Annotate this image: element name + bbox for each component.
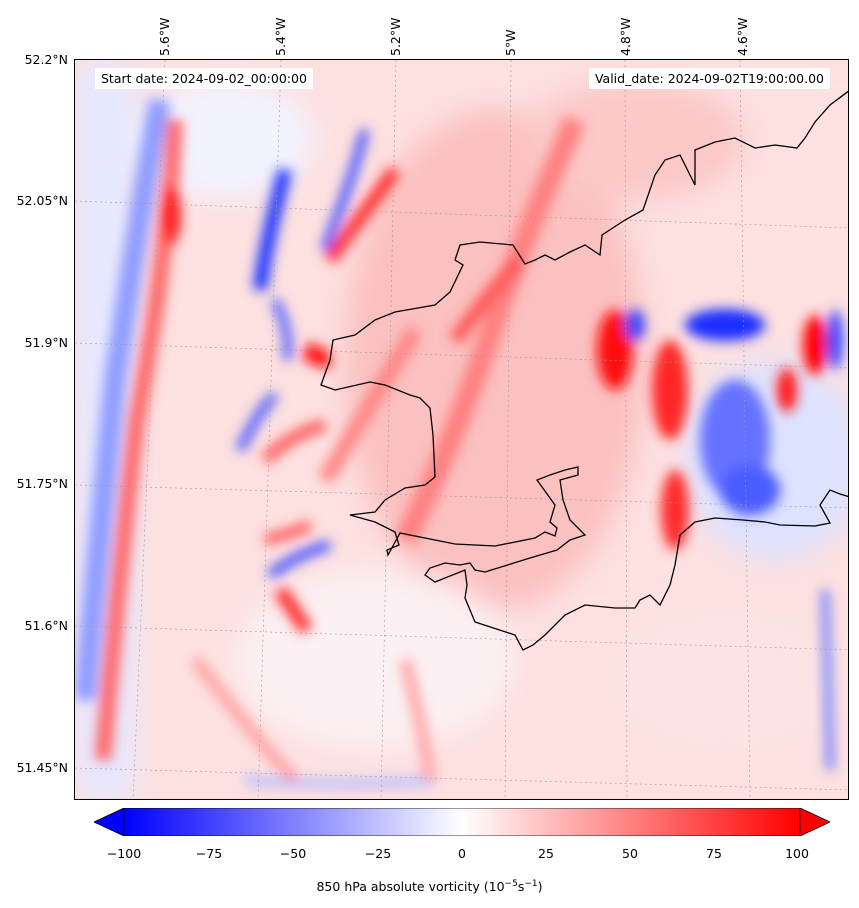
lon-label-5.2W: 5.2°W <box>388 17 403 57</box>
colorbar-min-extend <box>94 808 125 836</box>
lon-label-4.6W: 4.6°W <box>735 17 750 57</box>
vorticity-bands <box>75 97 843 789</box>
colorbar-tick: 0 <box>458 846 466 861</box>
colorbar <box>94 808 830 836</box>
lon-label-5.4W: 5.4°W <box>273 17 288 57</box>
coastline <box>320 90 848 651</box>
lon-label-5.6W: 5.6°W <box>157 17 172 57</box>
colorbar-tick: −75 <box>195 846 223 861</box>
colorbar-max-extend <box>799 808 830 836</box>
graticule <box>75 60 848 799</box>
colorbar-tick: −100 <box>106 846 142 861</box>
colorbar-label: 850 hPa absolute vorticity (10−5s−1) <box>316 879 543 895</box>
vorticity-map: Start date: 2024-09-02_00:00:00 Valid_da… <box>74 59 849 800</box>
valid-date-label: Valid_date: 2024-09-02T19:00:00.00 <box>588 68 830 89</box>
colorbar-tick: 75 <box>706 846 722 861</box>
lat-label-52.2N: 52.2°N <box>24 52 68 67</box>
colorbar-tick: −50 <box>279 846 307 861</box>
lat-label-51.6N: 51.6°N <box>24 618 68 633</box>
lat-label-52.05N: 52.05°N <box>16 193 68 208</box>
lon-label-5W: 5°W <box>503 29 518 56</box>
colorbar-gradient <box>123 808 801 836</box>
lat-label-51.9N: 51.9°N <box>24 335 68 350</box>
colorbar-tick: 50 <box>622 846 638 861</box>
start-date-label: Start date: 2024-09-02_00:00:00 <box>95 68 313 89</box>
vorticity-field <box>75 60 848 799</box>
colorbar-tick: 100 <box>785 846 809 861</box>
colorbar-tick: 25 <box>538 846 554 861</box>
colorbar-tick: −25 <box>364 846 392 861</box>
lon-label-4.8W: 4.8°W <box>618 17 633 57</box>
lat-label-51.45N: 51.45°N <box>16 760 68 775</box>
lat-label-51.75N: 51.75°N <box>16 476 68 491</box>
